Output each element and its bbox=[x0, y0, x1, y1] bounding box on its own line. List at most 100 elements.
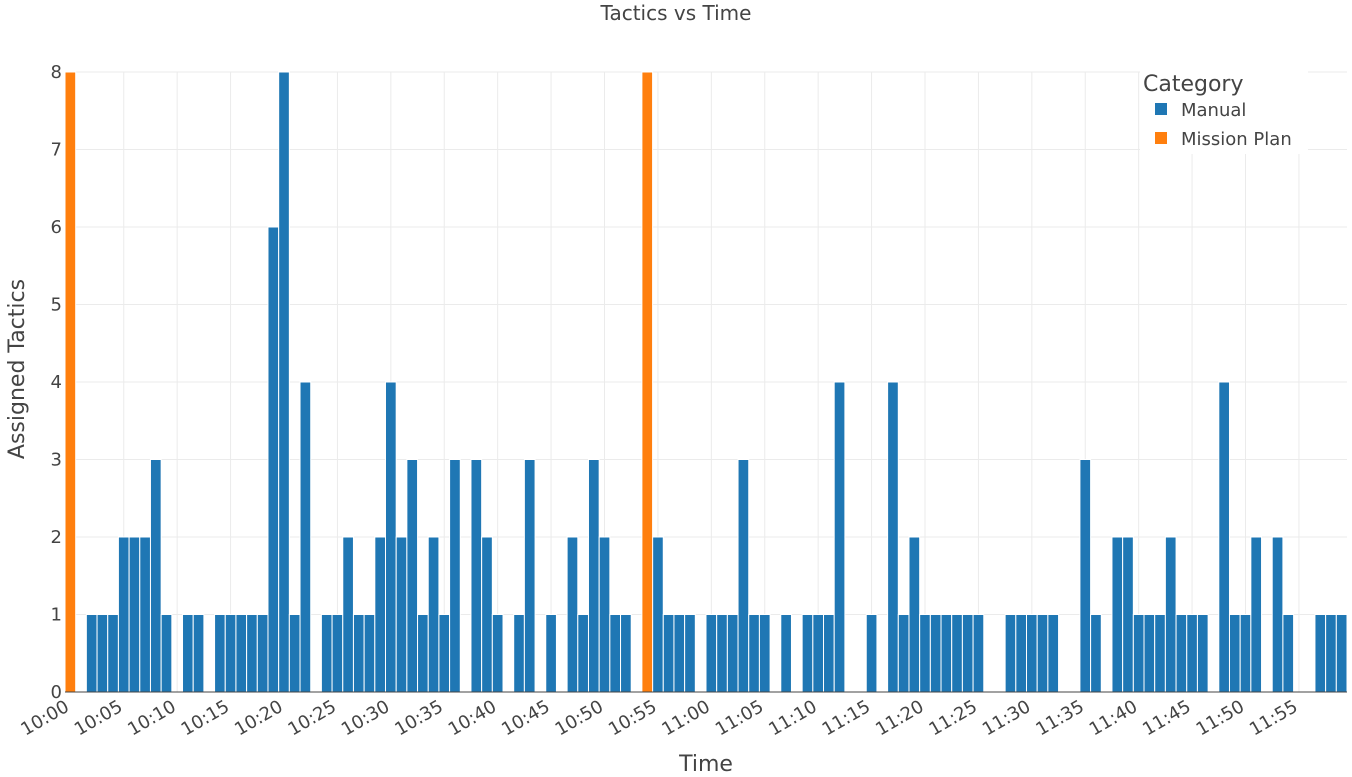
bar-manual[interactable] bbox=[897, 614, 910, 693]
bar-manual[interactable] bbox=[1186, 614, 1198, 693]
bar-manual[interactable] bbox=[1079, 459, 1092, 693]
bar-manual[interactable] bbox=[609, 614, 622, 693]
bar-manual[interactable] bbox=[513, 614, 525, 693]
bar-manual[interactable] bbox=[235, 614, 248, 693]
bar-manual[interactable] bbox=[246, 614, 258, 693]
bar-manual[interactable] bbox=[182, 614, 194, 693]
legend-swatch-mission-plan[interactable] bbox=[1155, 132, 1167, 144]
bar-manual[interactable] bbox=[1004, 614, 1017, 693]
bar-manual[interactable] bbox=[737, 459, 750, 693]
bar-manual[interactable] bbox=[620, 614, 632, 693]
bar-manual[interactable] bbox=[96, 614, 109, 693]
bar-manual[interactable] bbox=[887, 381, 899, 693]
bar-manual[interactable] bbox=[919, 614, 931, 693]
bar-manual[interactable] bbox=[149, 459, 162, 693]
bar-manual[interactable] bbox=[972, 614, 985, 693]
bar-manual[interactable] bbox=[1154, 614, 1166, 693]
bar-manual[interactable] bbox=[577, 614, 589, 693]
bar-manual[interactable] bbox=[652, 536, 664, 693]
bar-manual[interactable] bbox=[1218, 381, 1230, 693]
bar-manual[interactable] bbox=[1271, 536, 1284, 693]
bar-mission-plan[interactable] bbox=[64, 71, 77, 693]
bar-manual[interactable] bbox=[662, 614, 675, 693]
bar-manual[interactable] bbox=[1282, 614, 1295, 693]
bar-manual[interactable] bbox=[1090, 614, 1102, 693]
bar-manual[interactable] bbox=[780, 614, 792, 693]
bar-manual[interactable] bbox=[716, 614, 728, 693]
legend-swatch-manual[interactable] bbox=[1155, 103, 1167, 115]
bar-manual[interactable] bbox=[288, 614, 301, 693]
bar-manual[interactable] bbox=[395, 536, 408, 693]
bar-manual[interactable] bbox=[491, 614, 504, 693]
bar-manual[interactable] bbox=[1196, 614, 1209, 693]
bar-manual[interactable] bbox=[1239, 614, 1252, 693]
bar-manual[interactable] bbox=[758, 614, 771, 693]
legend-entry-manual[interactable]: Manual bbox=[1181, 100, 1246, 121]
bar-manual[interactable] bbox=[267, 226, 280, 693]
bar-manual[interactable] bbox=[929, 614, 942, 693]
bar-manual[interactable] bbox=[523, 459, 536, 693]
bar-manual[interactable] bbox=[139, 536, 151, 693]
bar-manual[interactable] bbox=[748, 614, 760, 693]
bar-manual[interactable] bbox=[951, 614, 963, 693]
bar-manual[interactable] bbox=[1314, 614, 1327, 693]
bar-manual[interactable] bbox=[566, 536, 579, 693]
bar-manual[interactable] bbox=[470, 459, 483, 693]
bar-manual[interactable] bbox=[1122, 536, 1134, 693]
bar-manual[interactable] bbox=[1175, 614, 1188, 693]
bar-manual[interactable] bbox=[833, 381, 846, 693]
bar-manual[interactable] bbox=[1026, 614, 1038, 693]
bar-manual[interactable] bbox=[342, 536, 354, 693]
bar-manual[interactable] bbox=[320, 614, 333, 693]
bar-manual[interactable] bbox=[256, 614, 269, 693]
bar-manual[interactable] bbox=[385, 381, 397, 693]
bar-manual[interactable] bbox=[214, 614, 226, 693]
bar-manual[interactable] bbox=[865, 614, 878, 693]
bar-manual[interactable] bbox=[587, 459, 600, 693]
bar-manual[interactable] bbox=[1111, 536, 1124, 693]
bar-manual[interactable] bbox=[1132, 614, 1145, 693]
bar-manual[interactable] bbox=[545, 614, 557, 693]
bar-manual[interactable] bbox=[1228, 614, 1241, 693]
bar-manual[interactable] bbox=[801, 614, 814, 693]
bar-manual[interactable] bbox=[940, 614, 953, 693]
bar-mission-plan[interactable] bbox=[641, 71, 654, 693]
bar-manual[interactable] bbox=[1047, 614, 1060, 693]
bar-manual[interactable] bbox=[1036, 614, 1049, 693]
bar-manual[interactable] bbox=[1250, 536, 1263, 693]
bar-manual[interactable] bbox=[438, 614, 451, 693]
bar-manual[interactable] bbox=[481, 536, 493, 693]
bar-manual[interactable] bbox=[417, 614, 429, 693]
bar-manual[interactable] bbox=[299, 381, 312, 693]
bar-manual[interactable] bbox=[1164, 536, 1177, 693]
bar-manual[interactable] bbox=[107, 614, 119, 693]
bar-manual[interactable] bbox=[908, 536, 921, 693]
bar-manual[interactable] bbox=[673, 614, 686, 693]
bar-manual[interactable] bbox=[961, 614, 974, 693]
bar-manual[interactable] bbox=[352, 614, 365, 693]
bar-manual[interactable] bbox=[823, 614, 835, 693]
bar-manual[interactable] bbox=[1335, 614, 1348, 693]
legend-entry-mission-plan[interactable]: Mission Plan bbox=[1181, 129, 1292, 150]
bar-manual[interactable] bbox=[1325, 614, 1337, 693]
bar-manual[interactable] bbox=[160, 614, 173, 693]
bar-manual[interactable] bbox=[705, 614, 718, 693]
bar-manual[interactable] bbox=[684, 614, 696, 693]
bar-manual[interactable] bbox=[374, 536, 387, 693]
bar-manual[interactable] bbox=[812, 614, 825, 693]
bar-manual[interactable] bbox=[1143, 614, 1156, 693]
bar-manual[interactable] bbox=[363, 614, 376, 693]
bar-manual[interactable] bbox=[1015, 614, 1027, 693]
bar-manual[interactable] bbox=[192, 614, 205, 693]
bar-manual[interactable] bbox=[427, 536, 440, 693]
bar-manual[interactable] bbox=[449, 459, 461, 693]
bar-manual[interactable] bbox=[598, 536, 611, 693]
bar-manual[interactable] bbox=[224, 614, 237, 693]
bar-manual[interactable] bbox=[726, 614, 739, 693]
bar-manual[interactable] bbox=[406, 459, 419, 693]
bar-manual[interactable] bbox=[331, 614, 344, 693]
bar-manual[interactable] bbox=[278, 71, 290, 693]
bar-manual[interactable] bbox=[85, 614, 98, 693]
bar-manual[interactable] bbox=[117, 536, 130, 693]
bar-manual[interactable] bbox=[128, 536, 141, 693]
